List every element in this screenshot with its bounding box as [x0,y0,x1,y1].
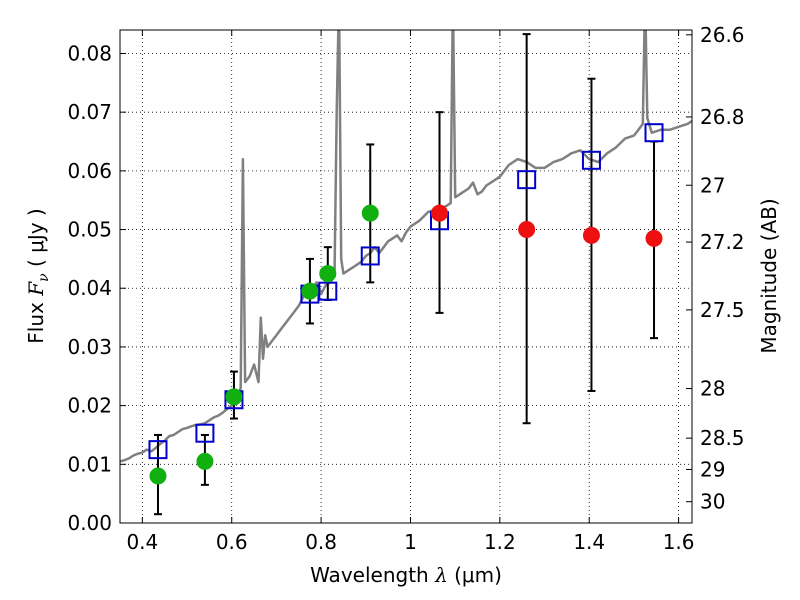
y2-tick-label: 27 [700,173,725,197]
plot-frame [119,29,693,524]
x-tick-label: 1.6 [663,530,695,554]
model-photometry-square [517,170,537,190]
x-tick-label: 0.6 [216,530,248,554]
y-tick-label: 0.04 [67,276,112,300]
y-tick-label: 0.06 [67,159,112,183]
spectrum-line [120,30,692,463]
y-tick-label: 0.08 [67,41,112,65]
red-data-point [518,221,536,239]
y-tick-label: 0.02 [67,394,112,418]
x-tick-label: 1 [404,530,417,554]
green-data-point [301,282,319,300]
model-photometry-square [195,423,215,443]
data-markers [148,123,664,485]
x-tick-label: 1.2 [484,530,516,554]
green-data-point [361,204,379,222]
y2-tick-label: 29 [700,457,725,481]
x-tick-label: 1.4 [573,530,605,554]
red-data-point [431,204,449,222]
y2-axis-label: Magnitude (AB) [757,198,781,353]
y-tick-label: 0.01 [67,452,112,476]
y-tick-label: 0.05 [67,218,112,242]
y-tick-label: 0.07 [67,100,112,124]
y2-tick-label: 27.5 [700,298,745,322]
axis-ticks: 0.4 0.6 0.8 1 1.2 1.4 1.6 0.00 0.01 0.02 0.03 0.04 0… [67,23,744,554]
x-tick-label: 0.8 [305,530,337,554]
y2-tick-label: 28 [700,377,725,401]
green-data-point [196,452,214,470]
x-tick-label: 0.4 [126,530,158,554]
y2-tick-label: 26.6 [700,23,745,47]
y2-tick-label: 30 [700,490,725,514]
y2-tick-label: 28.5 [700,426,745,450]
model-photometry-square [581,150,601,170]
model-photometry-square [644,123,664,143]
red-data-point [582,226,600,244]
red-data-point [645,229,663,247]
model-photometry-square [360,246,380,266]
model-spectrum [120,30,692,463]
y-axis-label: Flux Fν ( μJy ) [24,208,52,343]
y2-tick-label: 27.2 [700,230,745,254]
green-data-point [225,388,243,406]
y-tick-label: 0.03 [67,335,112,359]
green-data-point [319,265,337,283]
y2-tick-label: 26.8 [700,105,745,129]
error-bars [153,33,659,516]
model-photometry-square [148,440,168,460]
x-axis-label: Wavelength λ (μm) [310,563,502,587]
green-data-point [149,467,167,485]
model-photometry-square [318,281,338,301]
y-tick-label: 0.00 [67,511,112,535]
